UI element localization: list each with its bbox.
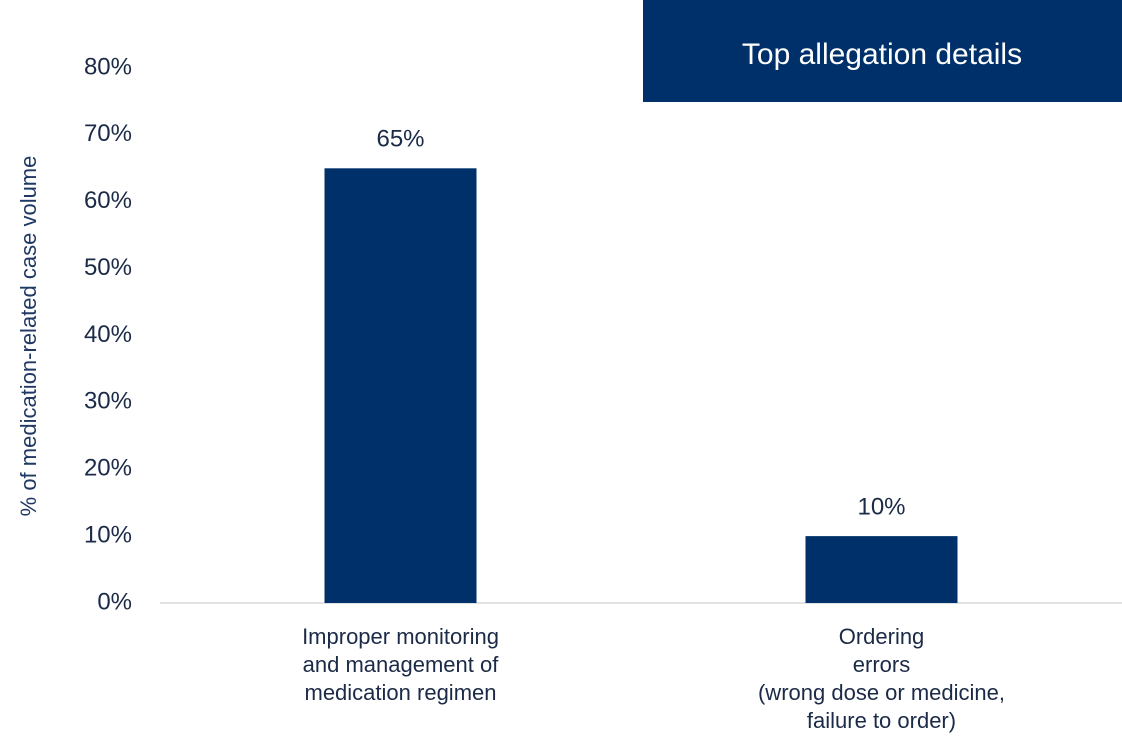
- y-tick-label: 50%: [84, 254, 132, 281]
- y-tick-label: 10%: [84, 521, 132, 548]
- y-tick-label: 30%: [84, 388, 132, 415]
- bar: [324, 168, 477, 603]
- y-tick-label: 20%: [84, 455, 132, 482]
- value-label: 10%: [857, 493, 905, 520]
- value-label: 65%: [376, 126, 424, 153]
- y-axis-label: % of medication-related case volume: [16, 156, 41, 517]
- annotation-box: [643, 0, 1122, 102]
- x-tick-label: Ordering errors (wrong dose or medicine, fa…: [758, 624, 1005, 733]
- y-tick-label: 70%: [84, 120, 132, 147]
- bar: [805, 536, 958, 603]
- x-tick-label: Improper monitoring and management of medi…: [302, 624, 499, 705]
- y-tick-label: 60%: [84, 187, 132, 214]
- y-tick-label: 0%: [97, 588, 132, 615]
- y-tick-label: 80%: [84, 53, 132, 80]
- annotation: Top allegation details: [742, 38, 1022, 71]
- y-tick-label: 40%: [84, 321, 132, 348]
